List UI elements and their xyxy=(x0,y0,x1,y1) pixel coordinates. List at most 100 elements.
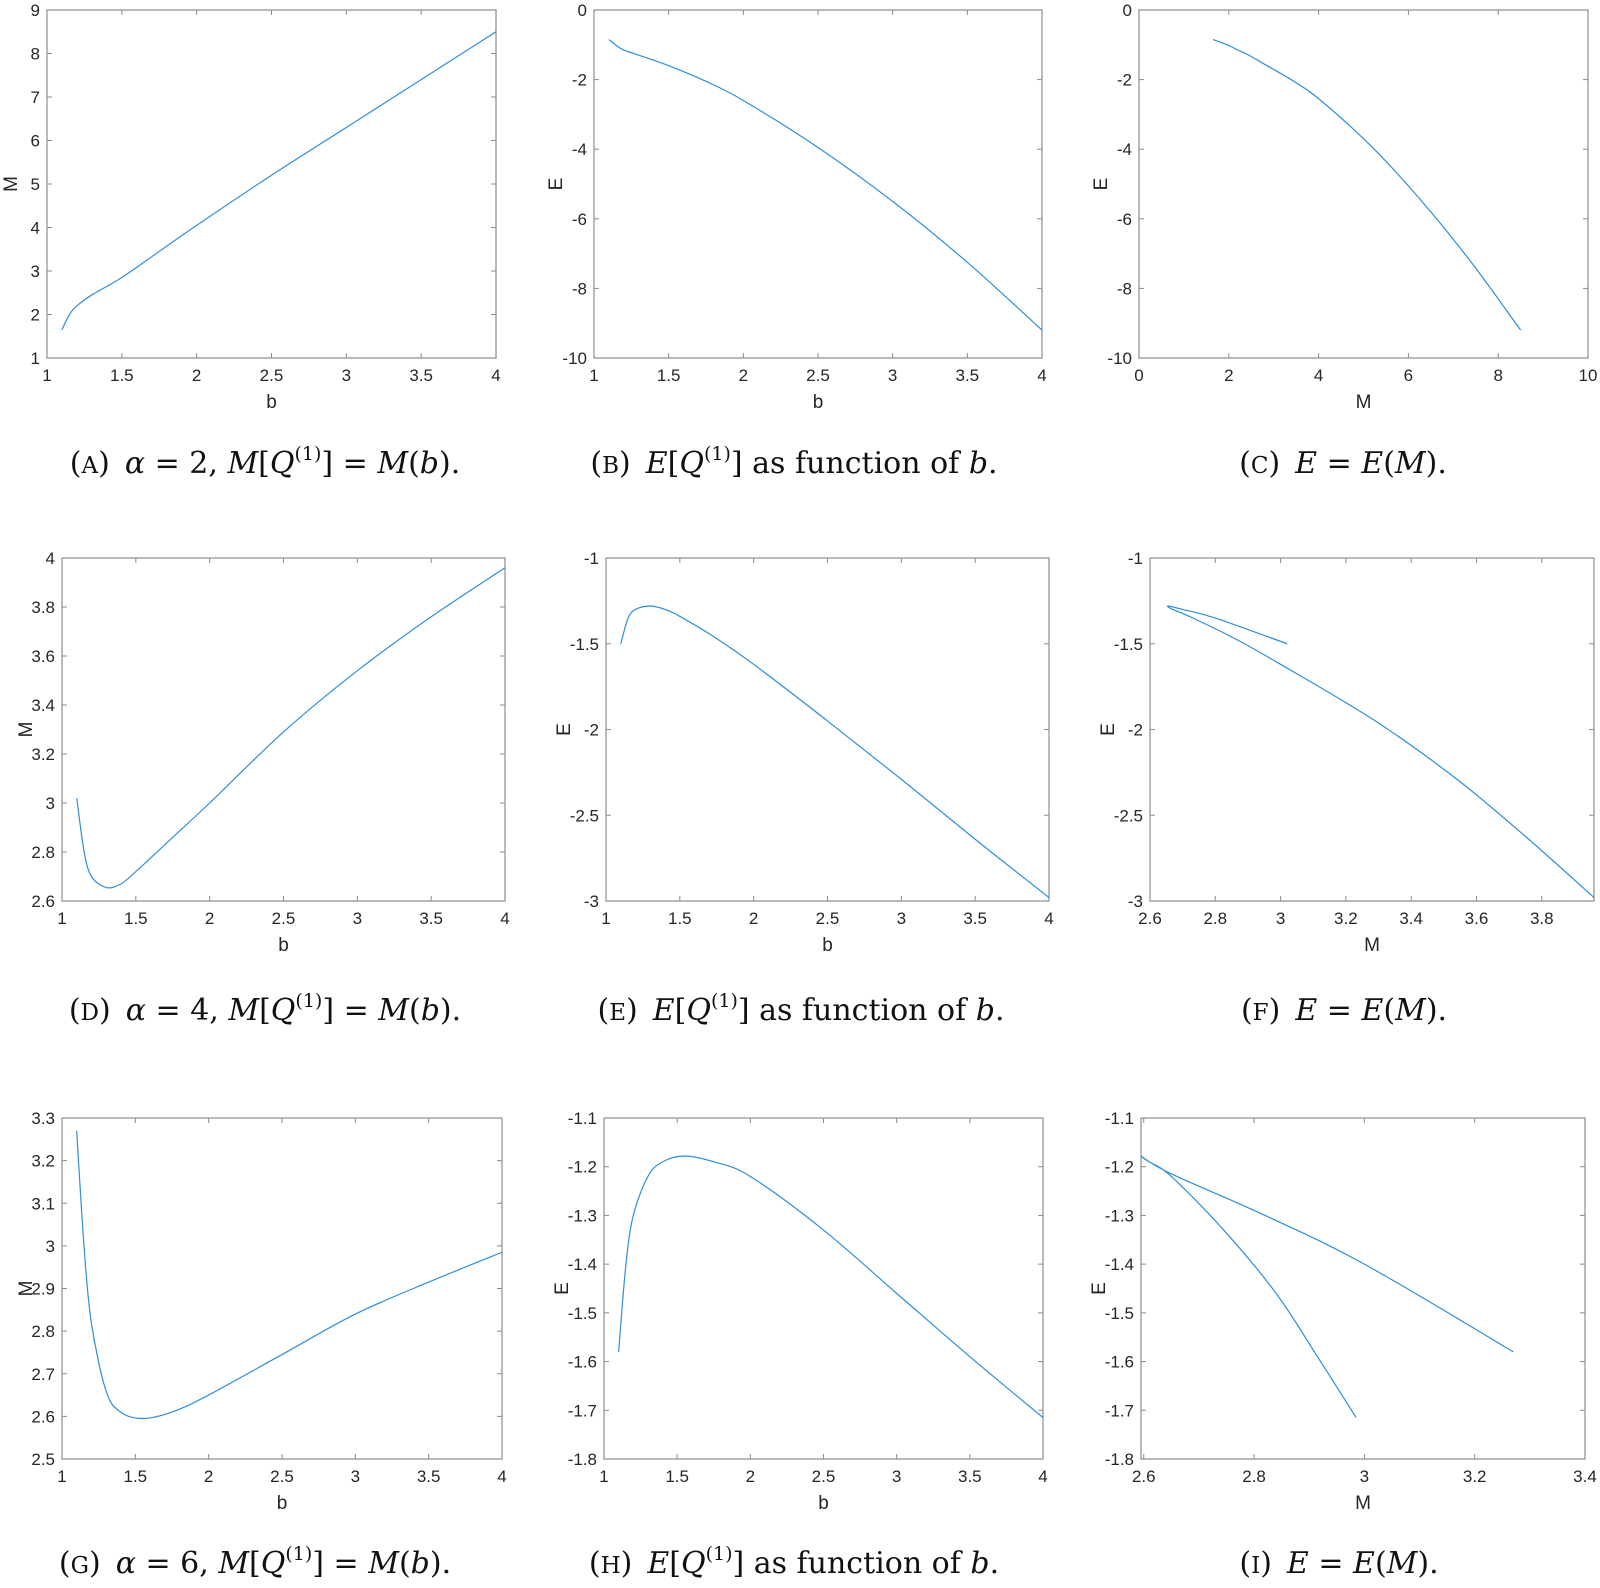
y-axis-label: E xyxy=(552,1282,573,1295)
subplot-d: 1 1.5 2 2.5 3 3.5 4 2.6 2.8 3 3.2 3.4 3.6 3.8 4 b M xyxy=(16,549,510,956)
x-tick-label: 2.5 xyxy=(272,909,296,928)
x-tick-label: 3 xyxy=(1276,909,1285,928)
caption-text: ] = xyxy=(322,993,379,1028)
y-tick-label: 2.9 xyxy=(31,1280,55,1299)
y-tick-label: 0 xyxy=(578,1,587,20)
y-tick-label: 4 xyxy=(31,219,40,238)
y-tick-label: 3.1 xyxy=(31,1194,55,1213)
x-tick-label: 1 xyxy=(599,1467,608,1486)
subplot-h: 1 1.5 2 2.5 3 3.5 4 -1.8 -1.7 -1.6 -1.5 -1.4 -1.3 -1.… xyxy=(552,1109,1048,1514)
caption-text: ). xyxy=(1425,993,1448,1028)
caption-text: b xyxy=(975,993,995,1028)
y-tick-label: -1.2 xyxy=(1105,1158,1134,1177)
x-tick-label: 1 xyxy=(42,366,51,385)
x-tick-label: 2.5 xyxy=(270,1467,294,1486)
x-tick-label: 3.5 xyxy=(956,366,980,385)
caption-b: (B) E[Q(1)] as function of b. xyxy=(590,443,998,482)
caption-text: [ xyxy=(259,993,271,1028)
caption-text: ). xyxy=(439,446,461,481)
series-line-b xyxy=(608,39,1042,331)
y-tick-label: 2.8 xyxy=(31,843,55,862)
y-tick-label: -1.7 xyxy=(1105,1401,1134,1420)
x-tick-label: 4 xyxy=(491,366,500,385)
caption-superscript: (1) xyxy=(710,990,738,1012)
y-tick-label: -1.6 xyxy=(568,1353,597,1372)
x-tick-label: 2.8 xyxy=(1203,909,1227,928)
series-line-d xyxy=(76,567,505,889)
series-line-f xyxy=(1166,605,1594,899)
y-axis-label: E xyxy=(554,723,575,736)
caption-h: (H) E[Q(1)] as function of b. xyxy=(588,1543,1000,1582)
x-tick-label: 2 xyxy=(739,366,748,385)
caption-text: E xyxy=(1295,993,1318,1028)
x-tick-label: 3 xyxy=(897,909,906,928)
caption-text: ( xyxy=(1383,993,1396,1028)
caption-text: α xyxy=(115,1546,136,1581)
x-tick-label: 3 xyxy=(888,366,897,385)
caption-superscript: (1) xyxy=(285,1543,313,1565)
y-tick-label: -1.8 xyxy=(1105,1450,1134,1469)
caption-text: M xyxy=(218,1546,250,1581)
caption-text: E xyxy=(647,1546,670,1581)
caption-text: Q xyxy=(679,446,704,481)
x-axis-label: M xyxy=(1364,935,1380,956)
y-tick-label: -1.2 xyxy=(568,1158,597,1177)
caption-text: . xyxy=(989,1546,1000,1581)
series-line-h xyxy=(618,1155,1043,1419)
caption-superscript: (1) xyxy=(294,443,322,465)
x-tick-label: 1.5 xyxy=(124,1467,148,1486)
caption-text: E xyxy=(1361,993,1384,1028)
subplot-c: 0 2 4 6 8 10 -10 -8 -6 -4 -2 0 M E xyxy=(1091,1,1597,413)
y-tick-label: 3 xyxy=(46,794,55,813)
x-tick-label: 2 xyxy=(749,909,758,928)
x-axis-label: b xyxy=(277,1493,288,1514)
y-tick-label: 3.2 xyxy=(31,745,55,764)
series-line-e xyxy=(620,605,1049,899)
caption-text: = 6, xyxy=(135,1546,219,1581)
caption-text: M xyxy=(378,993,409,1028)
caption-text: . xyxy=(988,446,998,481)
caption-text: = xyxy=(1317,446,1362,481)
x-tick-label: 1.5 xyxy=(124,909,148,928)
x-axis-label: b xyxy=(822,935,833,956)
y-axis-label: M xyxy=(16,722,37,738)
caption-text: [ xyxy=(669,1546,681,1581)
caption-c: (C) E = E(M). xyxy=(1239,446,1447,481)
x-tick-label: 2 xyxy=(1224,366,1233,385)
caption-text: b xyxy=(410,1546,430,1581)
x-tick-label: 3.5 xyxy=(419,909,443,928)
y-tick-label: -1.5 xyxy=(1114,635,1143,654)
x-tick-label: 10 xyxy=(1579,366,1598,385)
y-tick-label: -3 xyxy=(584,892,599,911)
x-tick-label: 2.6 xyxy=(1132,1467,1156,1486)
y-axis-label: E xyxy=(1091,178,1112,191)
y-tick-label: 8 xyxy=(31,45,40,64)
subplot-f: 2.6 2.8 3 3.2 3.4 3.6 3.8 -3 -2.5 -2 -1.5 -1 M E xyxy=(1098,549,1595,956)
x-tick-label: 3.2 xyxy=(1334,909,1358,928)
caption-superscript: (1) xyxy=(704,443,731,465)
y-tick-label: -8 xyxy=(1117,279,1132,298)
caption-text: [ xyxy=(667,446,680,481)
caption-text: ] as function of xyxy=(730,446,969,481)
x-tick-label: 3 xyxy=(351,1467,360,1486)
x-tick-label: 2 xyxy=(746,1467,755,1486)
series-line-g xyxy=(76,1130,502,1420)
x-tick-label: 1.5 xyxy=(110,366,134,385)
y-tick-label: 5 xyxy=(31,175,40,194)
y-tick-label: -1.4 xyxy=(1105,1255,1134,1274)
y-tick-label: -1.8 xyxy=(568,1450,597,1469)
y-tick-label: 4 xyxy=(46,549,55,568)
y-tick-label: -1.7 xyxy=(568,1401,597,1420)
caption-text: = xyxy=(1317,993,1362,1028)
x-tick-label: 3.4 xyxy=(1399,909,1423,928)
y-tick-label: -10 xyxy=(562,349,587,368)
x-tick-label: 6 xyxy=(1404,366,1413,385)
y-tick-label: -4 xyxy=(572,140,587,159)
caption-f: (F) E = E(M). xyxy=(1240,993,1448,1028)
x-tick-label: 3 xyxy=(892,1467,901,1486)
y-tick-label: -1.3 xyxy=(1105,1206,1134,1225)
x-tick-label: 1 xyxy=(589,366,598,385)
y-tick-label: -1.5 xyxy=(568,1304,597,1323)
caption-text: Q xyxy=(680,1546,706,1581)
